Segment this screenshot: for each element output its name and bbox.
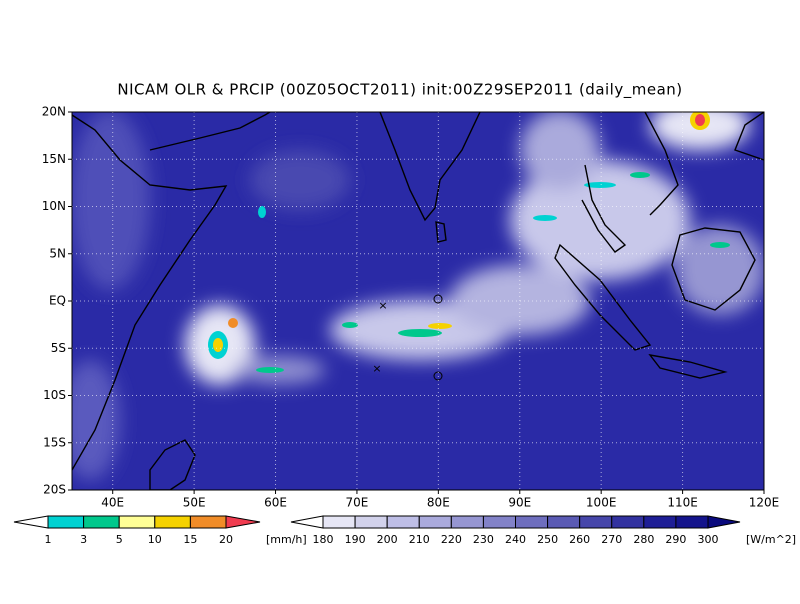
colorbar-end — [225, 515, 261, 529]
lon-label: 90E — [508, 496, 531, 510]
colorbar-end — [707, 515, 741, 529]
lon-label: 110E — [667, 496, 698, 510]
colorbar-box — [643, 515, 677, 529]
colorbar-box — [611, 515, 645, 529]
colorbar-box — [547, 515, 581, 529]
colorbar-box — [354, 515, 388, 529]
colorbar-label: 190 — [345, 533, 366, 546]
colorbar-label: 20 — [219, 533, 233, 546]
lat-label: 15N — [42, 152, 66, 166]
colorbar-box — [675, 515, 709, 529]
colorbar-box — [579, 515, 613, 529]
lat-label: 15S — [43, 435, 66, 449]
colorbar-label: 220 — [441, 533, 462, 546]
lat-label: 20S — [43, 483, 66, 497]
colorbar-label: 210 — [409, 533, 430, 546]
colorbar-box — [418, 515, 452, 529]
grid — [72, 112, 764, 490]
lon-label: 80E — [427, 496, 450, 510]
lat-label: 10N — [42, 199, 66, 213]
map: × × — [72, 112, 764, 490]
axes: 20N 15N 10N 5N EQ 5S 10S 15S 20S 40E 50E 60E 70E 80E 9… — [42, 105, 780, 510]
colorbar-end — [13, 515, 49, 529]
lat-label: 5N — [49, 246, 66, 260]
colorbar-box — [83, 515, 120, 529]
colorbar-box — [322, 515, 356, 529]
colorbar-box — [47, 515, 85, 529]
colorbars: 1 3 5 10 15 20 [mm/h] 180 190 200 210 220 230 240 250 2… — [13, 515, 796, 546]
colorbar-label: 1 — [45, 533, 52, 546]
colorbar-label: 280 — [633, 533, 654, 546]
svg-text:×: × — [372, 362, 381, 375]
colorbar-box — [189, 515, 227, 529]
colorbar-label: 240 — [505, 533, 526, 546]
cloud-field — [72, 112, 764, 480]
lon-label: 120E — [749, 496, 780, 510]
lon-label: 100E — [586, 496, 617, 510]
colorbar-label: 230 — [473, 533, 494, 546]
colorbar-box — [450, 515, 484, 529]
colorbar-label: 270 — [601, 533, 622, 546]
lon-label: 50E — [183, 496, 206, 510]
lon-label: 60E — [264, 496, 287, 510]
colorbar-label: 260 — [569, 533, 590, 546]
colorbar-label: 290 — [665, 533, 686, 546]
colorbar-unit: [mm/h] — [266, 533, 307, 546]
colorbar-label: 180 — [313, 533, 334, 546]
colorbar-label: 3 — [80, 533, 87, 546]
lon-label: 40E — [101, 496, 124, 510]
lat-label: 5S — [51, 341, 66, 355]
colorbar-label: 15 — [183, 533, 197, 546]
colorbar-label: 300 — [698, 533, 719, 546]
lat-label: EQ — [49, 294, 66, 308]
colorbar-end — [290, 515, 324, 529]
colorbar-box — [154, 515, 191, 529]
lat-label: 10S — [43, 388, 66, 402]
colorbar-box — [515, 515, 549, 529]
lon-label: 70E — [346, 496, 369, 510]
colorbar-label: 250 — [537, 533, 558, 546]
map-title: NICAM OLR & PRCIP (00Z05OCT2011) init:00… — [117, 81, 682, 100]
colorbar-box — [386, 515, 420, 529]
colorbar-box — [482, 515, 516, 529]
svg-text:×: × — [378, 299, 387, 312]
colorbar-label: 200 — [377, 533, 398, 546]
lat-label: 20N — [42, 105, 66, 119]
coastlines — [72, 112, 764, 490]
colorbar-label: 10 — [148, 533, 162, 546]
colorbar-label: 5 — [116, 533, 123, 546]
colorbar-box — [118, 515, 156, 529]
colorbar-unit: [W/m^2] — [746, 533, 796, 546]
